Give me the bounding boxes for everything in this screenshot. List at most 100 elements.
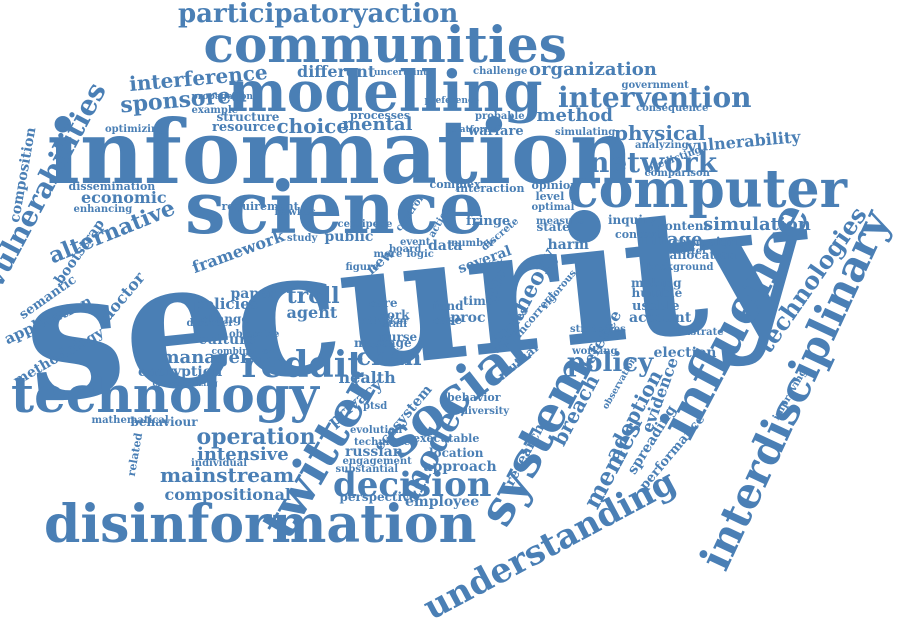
cloud-word-operation: operation: [196, 424, 316, 450]
cloud-word-russian: russian: [345, 444, 403, 460]
cloud-word-hawkes: hawkes: [274, 207, 316, 218]
cloud-word-engagement: engagement: [342, 456, 412, 467]
cloud-word-substantial: substantial: [335, 464, 399, 475]
cloud-word-economic: economic: [81, 188, 167, 207]
cloud-word-propagation: propagation: [191, 91, 253, 102]
cloud-word-preference: preference: [424, 95, 480, 106]
cloud-word-humble: humble: [631, 286, 683, 300]
cloud-word-strategies: strategies: [570, 324, 626, 335]
cloud-word-processes: processes: [350, 108, 411, 122]
cloud-word-complex: complex: [429, 177, 481, 191]
cloud-word-government: government: [621, 80, 689, 91]
cloud-word-behavior: behavior: [447, 390, 501, 404]
cloud-word-uncertainty: uncertainty: [374, 67, 433, 78]
cloud-word-content: content: [657, 219, 709, 233]
cloud-word-requirement: requirement: [221, 199, 299, 213]
cloud-word-science: science: [185, 165, 485, 250]
cloud-word-example: example: [191, 105, 239, 116]
cloud-word-opinion: opinion: [531, 178, 579, 192]
cloud-word-objective: objective: [229, 329, 280, 340]
cloud-word-consequence: consequence: [636, 103, 709, 114]
cloud-word-manager: manager: [160, 347, 250, 368]
cloud-word-election: election: [653, 345, 717, 361]
cloud-word-troll: troll: [286, 283, 340, 309]
cloud-word-state: state: [536, 220, 570, 234]
cloud-word-technology: technology: [11, 365, 319, 424]
cloud-word-perspective: perspective: [339, 490, 417, 504]
cloud-word-individual: individual: [191, 458, 248, 469]
cloud-word-event: event: [400, 237, 431, 248]
cloud-word-employee: employee: [405, 494, 480, 510]
cloud-word-participatoryaction: participatoryaction: [178, 0, 459, 29]
cloud-word-information: information: [46, 100, 634, 204]
cloud-word-mental: mental: [342, 114, 413, 135]
cloud-word-paper: paper: [230, 286, 276, 302]
cloud-word-data: data: [428, 238, 463, 254]
cloud-word-number: number: [451, 238, 495, 249]
cloud-word-policy: policy: [567, 348, 654, 378]
cloud-word-allocation: allocation: [669, 248, 737, 262]
cloud-word-diversity: diversity: [461, 406, 510, 417]
cloud-word-work: work: [376, 308, 410, 322]
cloud-word-usable: usable: [632, 298, 680, 314]
cloud-word-mathematical: mathematical: [91, 415, 169, 426]
cloud-word-computer: computer: [567, 159, 848, 220]
cloud-word-method: method: [536, 105, 614, 126]
cloud-word-location: location: [429, 446, 484, 460]
cloud-word-making: making: [631, 276, 682, 290]
cloud-word-better: better: [673, 246, 708, 257]
cloud-word-public: public: [324, 229, 374, 245]
cloud-word-policies: policies: [193, 294, 259, 313]
cloud-word-challenge: challenge: [473, 66, 528, 77]
cloud-word-comparison: comparison: [644, 168, 710, 179]
cloud-word-working: working: [572, 346, 618, 357]
cloud-word-evolution: evolution: [350, 425, 403, 436]
cloud-word-organization: organization: [529, 59, 657, 80]
cloud-word-disorder: disorder: [186, 318, 234, 329]
cloud-word-ptsd: ptsd: [363, 401, 388, 412]
cloud-word-simulation: simulation: [703, 214, 811, 235]
cloud-word-simulating: simulating: [555, 127, 616, 138]
cloud-word-illustrate: illustrate: [672, 327, 724, 338]
cloud-word-proc: proc: [450, 310, 486, 326]
cloud-word-network: network: [589, 146, 718, 179]
cloud-word-executable: executable: [413, 431, 480, 445]
cloud-word-case: case: [432, 313, 462, 327]
cloud-word-chan: chan: [356, 342, 422, 371]
cloud-word-combination: combination: [211, 346, 275, 357]
cloud-word-warfare: warfare: [468, 123, 524, 139]
cloud-word-context: context: [615, 227, 661, 241]
cloud-word-study: study: [287, 233, 318, 244]
cloud-word-care: care: [368, 296, 398, 310]
cloud-word-mainstream: mainstream: [160, 463, 295, 487]
cloud-word-figure: figure: [345, 262, 379, 273]
cloud-word-related: related: [124, 431, 146, 477]
cloud-word-nurse: nurse: [379, 330, 418, 344]
cloud-word-modelling: modelling: [227, 59, 543, 125]
cloud-word-platform: platform: [450, 124, 494, 135]
cloud-word-health: health: [338, 368, 396, 387]
cloud-word-compositional: compositional: [164, 485, 292, 504]
cloud-word-centipede: centipede: [337, 219, 393, 230]
cloud-word-time: time: [463, 294, 494, 308]
cloud-word-fund: fund: [432, 299, 464, 313]
cloud-word-level: level: [535, 189, 565, 203]
cloud-word-dissemination: dissemination: [68, 179, 156, 193]
cloud-word-fringe: fringe: [466, 213, 511, 229]
cloud-word-decision: decision: [333, 465, 492, 505]
cloud-word-change: change: [200, 312, 250, 326]
cloud-word-more: more: [373, 249, 403, 260]
cloud-word-probable: probable: [475, 111, 525, 122]
cloud-word-physical: physical: [614, 121, 706, 145]
cloud-word-enhancing: enhancing: [73, 204, 133, 215]
cloud-word-harm: harm: [547, 237, 589, 253]
cloud-word-message: message: [354, 336, 412, 350]
cloud-word-communities: communities: [203, 15, 567, 74]
cloud-word-culture: culture: [198, 332, 256, 348]
cloud-word-campaign: campaign: [672, 235, 738, 249]
cloud-word-reddit: reddit: [241, 344, 365, 386]
cloud-word-agent: agent: [286, 303, 338, 322]
cloud-word-different: different: [297, 62, 376, 81]
cloud-word-optimizing: optimizing: [105, 124, 166, 135]
